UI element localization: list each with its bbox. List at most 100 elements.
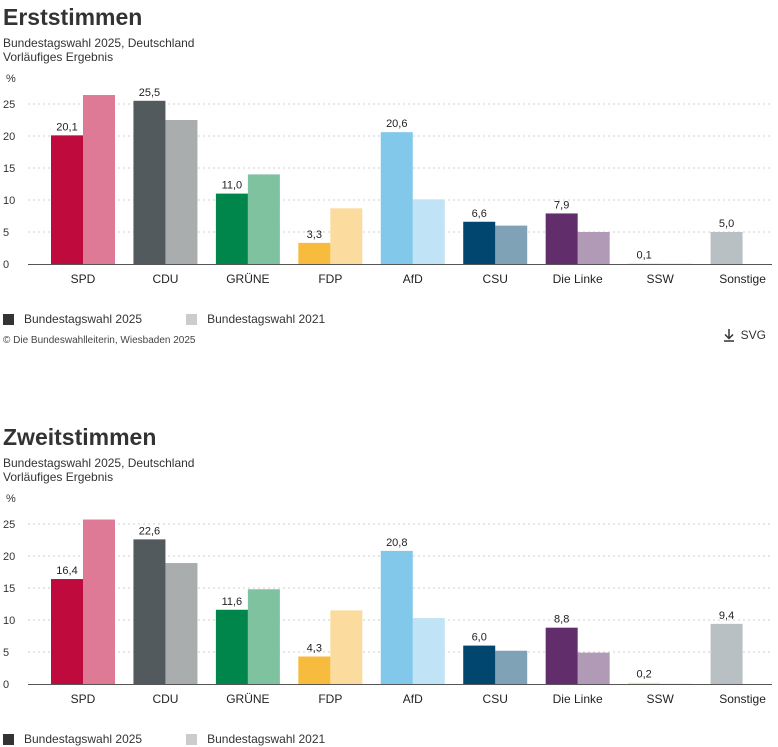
x-tick-label: GRÜNE bbox=[226, 692, 269, 706]
bar-2021-die-linke bbox=[577, 232, 610, 264]
erststimmen-chart: % 0 5 10 15 20 25 20,1 SPD 25,5 CDU 11,0 GRÜNE 3,3 FDP… bbox=[3, 73, 772, 286]
legend-label-2021: Bundestagswahl 2021 bbox=[207, 732, 326, 746]
bar-2021-csu bbox=[495, 650, 528, 684]
x-tick-label: SSW bbox=[646, 692, 674, 706]
legend-swatch-2021 bbox=[186, 313, 198, 325]
bar-2025-die-linke bbox=[545, 213, 578, 264]
x-tick-label: AfD bbox=[403, 692, 423, 706]
bar-2021-csu bbox=[495, 225, 528, 264]
x-tick-label: CDU bbox=[152, 692, 178, 706]
bar-2025-grüne bbox=[215, 193, 248, 264]
bar-2025-sonstige bbox=[710, 623, 743, 684]
chart-subtitle: Bundestagswahl 2025, Deutschland Vorläuf… bbox=[3, 36, 194, 64]
y-tick-label: 0 bbox=[3, 679, 9, 691]
x-tick-label: CSU bbox=[483, 272, 508, 286]
legend-label-2025: Bundestagswahl 2025 bbox=[24, 312, 143, 326]
bar-2025-die-linke bbox=[545, 627, 578, 684]
data-label: 6,6 bbox=[472, 208, 487, 220]
bar-2025-fdp bbox=[298, 656, 331, 684]
bar-2025-ssw bbox=[628, 263, 661, 265]
bar-2021-die-linke bbox=[577, 652, 610, 684]
bar-2025-cdu bbox=[133, 100, 166, 264]
y-tick-label: 5 bbox=[3, 227, 9, 239]
data-label: 25,5 bbox=[139, 87, 160, 99]
bar-2025-csu bbox=[463, 645, 496, 684]
x-tick-label: FDP bbox=[318, 272, 342, 286]
svg-download-button[interactable]: SVG bbox=[723, 328, 766, 342]
x-tick-label: AfD bbox=[403, 272, 423, 286]
x-tick-label: FDP bbox=[318, 692, 342, 706]
x-tick-label: Sonstige bbox=[719, 272, 766, 286]
y-tick-label: 0 bbox=[3, 259, 9, 271]
data-label: 20,8 bbox=[386, 537, 407, 549]
download-icon bbox=[723, 329, 734, 342]
subtitle-line-1: Bundestagswahl 2025, Deutschland bbox=[3, 456, 195, 470]
data-label: 22,6 bbox=[139, 525, 160, 537]
bar-2025-sonstige bbox=[710, 232, 743, 264]
data-label: 0,2 bbox=[636, 669, 651, 681]
data-label: 20,6 bbox=[386, 118, 407, 130]
x-tick-label: Die Linke bbox=[553, 272, 603, 286]
x-tick-label: SPD bbox=[71, 692, 96, 706]
legend: Bundestagswahl 2025 Bundestagswahl 2021 bbox=[3, 312, 325, 326]
y-axis-unit: % bbox=[6, 493, 16, 505]
x-tick-label: Sonstige bbox=[719, 692, 766, 706]
legend-swatch-2025 bbox=[3, 313, 14, 325]
y-tick-label: 25 bbox=[3, 99, 15, 111]
data-label: 4,3 bbox=[307, 642, 322, 654]
bar-2025-cdu bbox=[133, 539, 166, 684]
bar-2025-grüne bbox=[215, 609, 248, 684]
bar-2025-spd bbox=[51, 135, 83, 264]
y-tick-label: 10 bbox=[3, 615, 15, 627]
legend-swatch-2025 bbox=[3, 733, 14, 745]
svg-download-label: SVG bbox=[740, 328, 766, 342]
bar-2025-afd bbox=[380, 550, 413, 684]
bar-2021-cdu bbox=[165, 120, 198, 264]
y-tick-label: 25 bbox=[3, 519, 15, 531]
bar-2025-fdp bbox=[298, 242, 331, 264]
y-tick-label: 10 bbox=[3, 195, 15, 207]
erststimmen-panel: % 0 5 10 15 20 25 20,1 SPD 25,5 CDU 11,0 GRÜNE 3,3 FDP… bbox=[3, 4, 772, 346]
data-label: 6,0 bbox=[472, 632, 487, 644]
legend-item-2021: Bundestagswahl 2021 bbox=[186, 312, 325, 326]
y-tick-label: 15 bbox=[3, 163, 15, 175]
subtitle-line-1: Bundestagswahl 2025, Deutschland bbox=[3, 36, 195, 50]
legend-label-2021: Bundestagswahl 2021 bbox=[207, 312, 326, 326]
legend-label-2025: Bundestagswahl 2025 bbox=[24, 732, 143, 746]
bar-2021-fdp bbox=[330, 610, 363, 684]
data-label: 16,4 bbox=[56, 565, 77, 577]
data-label: 11,6 bbox=[222, 596, 243, 608]
x-tick-label: SPD bbox=[71, 272, 96, 286]
legend-item-2025: Bundestagswahl 2025 bbox=[3, 732, 142, 746]
chart-subtitle: Bundestagswahl 2025, Deutschland Vorläuf… bbox=[3, 456, 194, 484]
y-axis-unit: % bbox=[6, 73, 16, 85]
data-label: 7,9 bbox=[554, 199, 569, 211]
bar-2025-ssw bbox=[628, 682, 661, 684]
bar-2021-afd bbox=[412, 199, 445, 264]
data-label: 3,3 bbox=[307, 229, 322, 241]
bar-2025-spd bbox=[51, 579, 83, 684]
x-tick-label: CSU bbox=[483, 692, 508, 706]
bar-2021-fdp bbox=[330, 208, 363, 264]
y-tick-label: 5 bbox=[3, 647, 9, 659]
bar-2021-spd bbox=[83, 519, 115, 684]
data-label: 8,8 bbox=[554, 614, 569, 626]
data-label: 9,4 bbox=[719, 610, 734, 622]
legend-swatch-2021 bbox=[186, 733, 198, 745]
x-tick-label: Die Linke bbox=[553, 692, 603, 706]
x-tick-label: CDU bbox=[152, 272, 178, 286]
data-label: 0,1 bbox=[636, 249, 651, 261]
bar-2025-csu bbox=[463, 221, 496, 264]
x-tick-label: SSW bbox=[646, 272, 674, 286]
subtitle-line-2: Vorläufiges Ergebnis bbox=[3, 50, 114, 64]
copyright: © Die Bundeswahlleiterin, Wiesbaden 2025 bbox=[3, 335, 196, 346]
x-tick-label: GRÜNE bbox=[226, 272, 269, 286]
legend-item-2021: Bundestagswahl 2021 bbox=[186, 732, 325, 746]
bar-2025-afd bbox=[380, 132, 413, 264]
data-label: 20,1 bbox=[56, 121, 77, 133]
zweitstimmen-chart: % 0 5 10 15 20 25 16,4 SPD 22,6 CDU 11,6 GRÜNE 4,3 FDP… bbox=[3, 493, 772, 706]
data-label: 5,0 bbox=[719, 218, 734, 230]
bar-2021-ssw bbox=[660, 683, 693, 684]
chart-title: Erststimmen bbox=[3, 4, 143, 30]
chart-title: Zweitstimmen bbox=[3, 424, 157, 450]
